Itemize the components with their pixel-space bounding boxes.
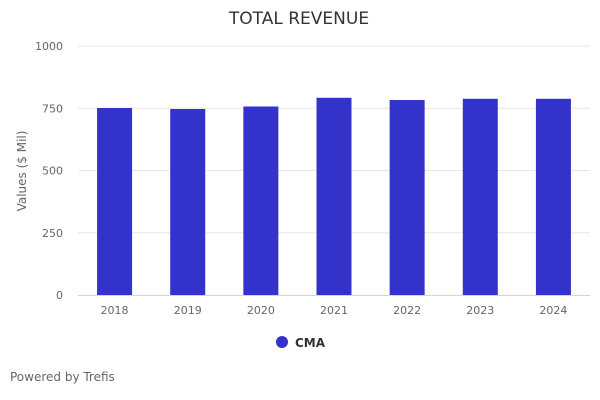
bar-2019 xyxy=(170,108,206,295)
legend: CMA xyxy=(276,336,326,350)
bar-2023 xyxy=(462,98,498,296)
powered-by-credit[interactable]: Powered by Trefis xyxy=(10,370,115,384)
y-tick-label: 250 xyxy=(42,227,63,240)
bar-2020 xyxy=(243,106,279,295)
y-tick-label: 500 xyxy=(42,165,63,178)
legend-label: CMA xyxy=(295,336,326,350)
x-tick-label: 2022 xyxy=(393,304,421,317)
x-tick-label: 2018 xyxy=(101,304,129,317)
bar-2021 xyxy=(316,97,352,296)
x-tick-label: 2019 xyxy=(174,304,202,317)
bar-2024 xyxy=(535,98,571,296)
bar-2022 xyxy=(389,100,425,296)
bar-2018 xyxy=(97,108,133,295)
x-axis-ticks: 2018 2019 2020 2021 2022 2023 2024 xyxy=(101,304,568,317)
bars xyxy=(97,97,571,296)
y-tick-label: 1000 xyxy=(35,40,63,53)
legend-marker xyxy=(276,336,288,348)
x-tick-label: 2024 xyxy=(539,304,567,317)
x-tick-label: 2023 xyxy=(466,304,494,317)
y-axis-label: Values ($ Mil) xyxy=(15,131,29,212)
x-tick-label: 2020 xyxy=(247,304,275,317)
y-tick-label: 0 xyxy=(56,289,63,302)
legend-item-cma[interactable]: CMA xyxy=(276,336,326,350)
x-tick-label: 2021 xyxy=(320,304,348,317)
chart-title: TOTAL REVENUE xyxy=(228,9,369,29)
y-tick-label: 750 xyxy=(42,102,63,115)
y-axis-ticks: 0 250 500 750 1000 xyxy=(35,40,63,302)
